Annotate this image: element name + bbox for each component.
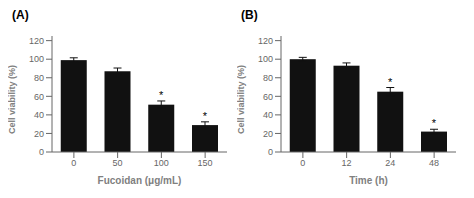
svg-text:80: 80 xyxy=(263,73,273,83)
svg-text:50: 50 xyxy=(113,158,123,168)
svg-text:48: 48 xyxy=(429,158,439,168)
svg-text:20: 20 xyxy=(263,129,273,139)
html-text:(A): (A) xyxy=(12,8,29,22)
svg-text:0: 0 xyxy=(268,147,273,157)
svg-text:Time (h): Time (h) xyxy=(349,175,388,186)
svg-text:*: * xyxy=(432,117,437,129)
svg-text:40: 40 xyxy=(34,110,44,120)
svg-text:*: * xyxy=(388,76,393,88)
svg-text:150: 150 xyxy=(198,158,213,168)
svg-text:100: 100 xyxy=(258,54,273,64)
svg-text:Cell viability (%): Cell viability (%) xyxy=(237,65,246,134)
svg-text:0: 0 xyxy=(71,158,76,168)
html-text:(B): (B) xyxy=(241,8,258,22)
svg-text:*: * xyxy=(159,89,164,101)
svg-text:20: 20 xyxy=(34,129,44,139)
svg-text:Fucoidan (μg/mL): Fucoidan (μg/mL) xyxy=(98,175,182,186)
svg-text:0: 0 xyxy=(39,147,44,157)
svg-text:80: 80 xyxy=(34,73,44,83)
svg-text:12: 12 xyxy=(342,158,352,168)
svg-text:60: 60 xyxy=(263,92,273,102)
svg-text:120: 120 xyxy=(258,36,273,46)
svg-text:0: 0 xyxy=(300,158,305,168)
svg-text:100: 100 xyxy=(29,54,44,64)
svg-text:Cell viability (%): Cell viability (%) xyxy=(8,65,17,134)
svg-text:100: 100 xyxy=(154,158,169,168)
svg-text:*: * xyxy=(203,110,208,122)
svg-text:120: 120 xyxy=(29,36,44,46)
svg-text:60: 60 xyxy=(34,92,44,102)
svg-text:40: 40 xyxy=(263,110,273,120)
svg-text:24: 24 xyxy=(385,158,395,168)
